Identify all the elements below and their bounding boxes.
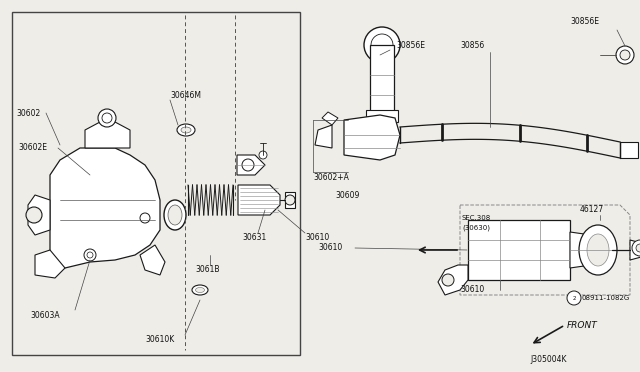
Circle shape [636,244,640,252]
Polygon shape [35,250,65,278]
Text: (30630): (30630) [462,225,490,231]
Circle shape [98,109,116,127]
Polygon shape [620,142,638,158]
Ellipse shape [192,285,208,295]
Text: FRONT: FRONT [567,321,598,330]
Text: 30856: 30856 [460,41,484,49]
Text: 30610: 30610 [305,234,329,243]
Circle shape [84,249,96,261]
Ellipse shape [168,205,182,225]
Polygon shape [630,240,640,260]
Circle shape [567,291,581,305]
Ellipse shape [181,127,191,133]
Circle shape [632,240,640,256]
Polygon shape [238,185,280,215]
Polygon shape [237,155,265,175]
Circle shape [87,252,93,258]
Text: 2: 2 [572,295,576,301]
Text: 30609: 30609 [335,190,360,199]
Circle shape [442,274,454,286]
Ellipse shape [579,225,617,275]
Polygon shape [12,12,300,355]
Text: 30610: 30610 [460,285,484,295]
Ellipse shape [177,124,195,136]
Polygon shape [460,205,630,295]
Polygon shape [285,192,295,208]
Text: 30631: 30631 [242,234,266,243]
Circle shape [371,34,393,56]
Polygon shape [28,195,50,235]
Polygon shape [570,232,612,268]
Text: 30610: 30610 [318,244,342,253]
Circle shape [102,113,112,123]
Polygon shape [85,122,130,148]
Text: 30602: 30602 [16,109,40,118]
Polygon shape [468,220,570,280]
Ellipse shape [164,200,186,230]
Circle shape [364,27,400,63]
Polygon shape [370,45,394,115]
Circle shape [259,151,267,159]
Polygon shape [322,112,338,125]
Text: 30603A: 30603A [30,311,60,320]
Circle shape [616,46,634,64]
Text: 30646M: 30646M [170,90,201,99]
Polygon shape [366,110,398,122]
Circle shape [140,213,150,223]
Text: 30856E: 30856E [570,17,599,26]
Polygon shape [315,125,332,148]
Ellipse shape [587,234,609,266]
Circle shape [242,159,254,171]
Polygon shape [50,148,160,270]
Circle shape [26,207,42,223]
Text: 08911-1082G: 08911-1082G [582,295,630,301]
Text: 3061B: 3061B [195,266,220,275]
Polygon shape [140,245,165,275]
Circle shape [285,195,295,205]
Text: 30602E: 30602E [18,144,47,153]
Ellipse shape [195,288,205,292]
Text: J305004K: J305004K [530,356,566,365]
Text: SEC.308: SEC.308 [462,215,492,221]
Text: 30856E: 30856E [396,41,425,49]
Polygon shape [438,265,468,295]
Polygon shape [344,115,400,160]
Text: 30602+A: 30602+A [313,173,349,183]
Circle shape [620,50,630,60]
Text: 30610K: 30610K [145,336,174,344]
Text: 46127: 46127 [580,205,604,215]
